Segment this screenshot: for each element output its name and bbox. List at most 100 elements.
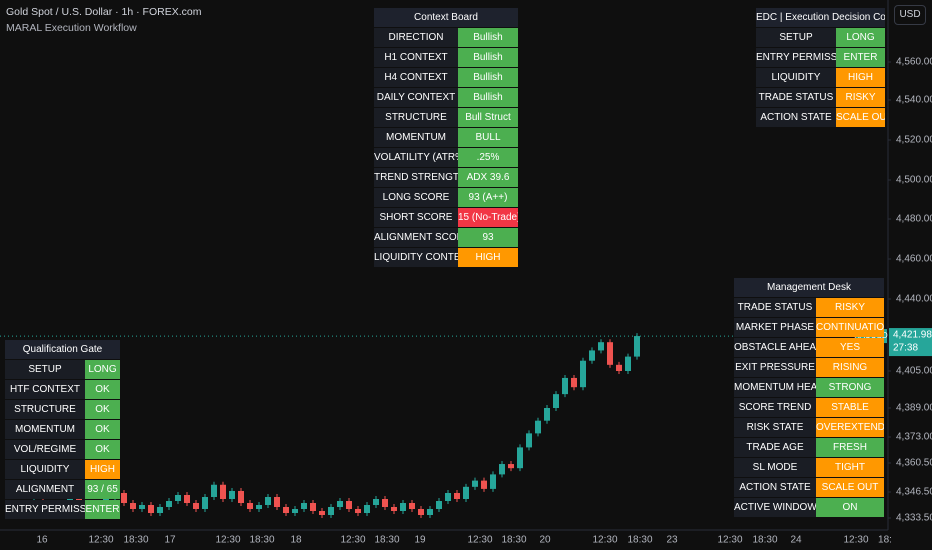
row-label: SETUP (5, 360, 85, 379)
row-value: OK (85, 440, 120, 459)
row-value: STABLE (816, 398, 884, 417)
row-value: TIGHT (816, 458, 884, 477)
y-tick-label: 4,373.00 (896, 432, 932, 443)
row-value: YES (816, 338, 884, 357)
candle (238, 490, 244, 503)
candle (364, 505, 370, 513)
price-tag (889, 328, 932, 357)
candle (202, 497, 208, 509)
candle (337, 501, 343, 507)
row-label: LIQUIDITY (5, 460, 85, 479)
x-tick-label: 20 (539, 535, 551, 546)
candle (391, 507, 397, 511)
x-tick-label: 12:30 (843, 535, 868, 546)
candle (562, 377, 568, 395)
row-value: ADX 39.6 (458, 168, 518, 187)
x-tick-label: 18:30 (627, 535, 652, 546)
x-tick-label: 12:30 (215, 535, 240, 546)
row-label: SCORE TREND (734, 398, 816, 417)
candle (256, 505, 262, 509)
candle (544, 408, 550, 421)
symbol-title: Gold Spot / U.S. Dollar · 1h · FOREX.com (6, 6, 202, 18)
candle (445, 493, 451, 501)
candle (274, 497, 280, 507)
x-tick-label: 16 (36, 535, 48, 546)
row-label: ACTIVE WINDOW (734, 498, 816, 517)
row-value: OK (85, 400, 120, 419)
candle (310, 503, 316, 511)
row-label: OBSTACLE AHEAD (734, 338, 816, 357)
candle (490, 474, 496, 489)
candle (499, 464, 505, 475)
candle (166, 501, 172, 507)
y-tick-label: 4,389.00 (896, 403, 932, 414)
x-tick-label: 12:30 (340, 535, 365, 546)
row-value: OVEREXTENDED (816, 418, 884, 437)
row-value: SCALE OUT (836, 108, 885, 127)
x-tick-label: 18:30 (249, 535, 274, 546)
row-label: HTF CONTEXT (5, 380, 85, 399)
y-tick-label: 4,460.00 (896, 254, 932, 265)
candle (346, 501, 352, 509)
candle (418, 509, 424, 515)
candle (598, 342, 604, 351)
x-tick-label: 12:30 (717, 535, 742, 546)
indicator-name: MARAL Execution Workflow (6, 22, 137, 34)
table-title: Qualification Gate (5, 340, 120, 359)
candle (211, 484, 217, 497)
row-label: H4 CONTEXT (374, 68, 458, 87)
row-label: TRADE STATUS (734, 298, 816, 317)
row-label: SETUP (756, 28, 836, 47)
candle (283, 507, 289, 513)
x-tick-label: 18:30 (501, 535, 526, 546)
price-tag-value: 4,421.98 (893, 330, 932, 341)
candle (607, 342, 613, 365)
row-label: DAILY CONTEXT (374, 88, 458, 107)
y-tick-label: 4,440.00 (896, 294, 932, 305)
row-value: ENTER (85, 500, 120, 519)
candle (220, 484, 226, 499)
row-value: Bullish (458, 28, 518, 47)
x-tick-label: 24 (790, 535, 802, 546)
candle (427, 509, 433, 515)
row-label: SHORT SCORE (374, 208, 458, 227)
y-tick-label: 4,480.00 (896, 214, 932, 225)
row-label: VOL/REGIME (5, 440, 85, 459)
table-title: EDC | Execution Decision Core (756, 8, 885, 27)
candle (121, 493, 127, 503)
row-value: RISKY (836, 88, 885, 107)
row-value: BULL (458, 128, 518, 147)
candle (193, 503, 199, 509)
currency-button[interactable]: USD (894, 5, 926, 25)
candle (580, 360, 586, 388)
row-label: RISK STATE (734, 418, 816, 437)
candle (634, 336, 640, 357)
y-tick-label: 4,346.50 (896, 487, 932, 498)
row-label: ALIGNMENT (5, 480, 85, 499)
y-tick-label: 4,520.00 (896, 135, 932, 146)
candle (454, 493, 460, 499)
row-value: 93 (A++) (458, 188, 518, 207)
x-tick-label: 12:30 (467, 535, 492, 546)
row-label: MARKET PHASE (734, 318, 816, 337)
candle (463, 486, 469, 499)
row-label: ACTION STATE (734, 478, 816, 497)
candle (472, 480, 478, 487)
candle (436, 501, 442, 509)
row-value: OK (85, 420, 120, 439)
row-value: HIGH (85, 460, 120, 479)
row-value: RISKY (816, 298, 884, 317)
candle (247, 503, 253, 509)
row-label: MOMENTUM HEALTH (734, 378, 816, 397)
candle (157, 507, 163, 513)
row-label: ENTRY PERMISSION (5, 500, 85, 519)
row-value: HIGH (836, 68, 885, 87)
y-tick-label: 4,405.00 (896, 366, 932, 377)
x-tick-label: 17 (164, 535, 176, 546)
price-tag-countdown: 27:38 (893, 343, 918, 354)
row-label: EXIT PRESSURE (734, 358, 816, 377)
candle (184, 495, 190, 503)
candle (292, 509, 298, 513)
row-value: FRESH (816, 438, 884, 457)
